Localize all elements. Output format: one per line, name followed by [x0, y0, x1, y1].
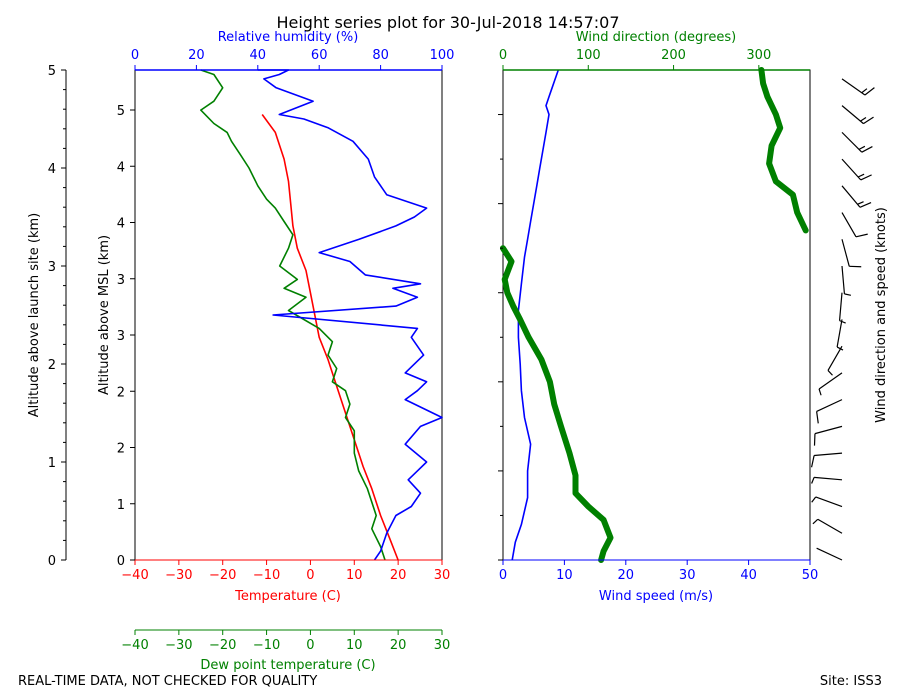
temperature-axis-tick-label: 20: [390, 568, 407, 583]
wind-series-lines: [500, 67, 809, 563]
wind-barb: [841, 158, 872, 181]
wind-barb: [813, 425, 843, 446]
altitude-launch-tick-label: 2: [48, 358, 56, 373]
temperature-axis-tick-label: 30: [434, 568, 451, 583]
wind-direction-line: [758, 67, 809, 234]
wind-speed-line: [511, 69, 560, 561]
wind-direction-tick-label: 200: [661, 48, 686, 63]
wind-barb: [811, 496, 843, 508]
temperature-axis-tick-label: −30: [165, 568, 192, 583]
wind-barb: [841, 78, 875, 96]
altitude-launch-tick-label: 5: [48, 64, 56, 79]
temperature-axis-tick-label: −40: [121, 568, 148, 583]
wind-speed-axis-tick-label: 20: [618, 568, 635, 583]
wind-barb: [816, 399, 843, 424]
temperature-axis-tick-label: 0: [306, 568, 314, 583]
y-inner-label: Altitude above MSL (km): [97, 235, 112, 395]
wind-barb: [841, 239, 862, 268]
wind-barb: [818, 372, 843, 396]
wind-barb: [838, 292, 846, 324]
y-left-label: Altitude above launch site (km): [27, 213, 42, 417]
dewpoint-axis-tick-label: 10: [346, 638, 363, 653]
wind-barb: [810, 452, 843, 468]
chart-title: Height series plot for 30-Jul-2018 14:57…: [276, 13, 619, 32]
altitude-msl-tick-label: 5: [117, 104, 125, 119]
wind-speed-axis-tick-label: 50: [802, 568, 819, 583]
site-label: Site: ISS3: [819, 674, 882, 689]
dewpoint-axis-tick-label: −40: [121, 638, 148, 653]
temperature-axis-tick-label: 10: [346, 568, 363, 583]
dewpoint-axis-tick-label: −10: [253, 638, 280, 653]
dew-point-line: [200, 69, 386, 561]
altitude-launch-tick-label: 1: [48, 456, 56, 471]
thermo-axes: −40 −30 −20 −10 0 10 20 30−40 −30 −20 −10 0 10 20 300 2…: [48, 48, 455, 653]
x-temperature-label: Temperature (C): [234, 589, 341, 604]
altitude-launch-tick-label: 3: [48, 260, 56, 275]
altitude-msl-tick-label: 0: [117, 554, 125, 569]
x-wind-speed-label: Wind speed (m/s): [599, 589, 713, 604]
thermo-plot-frame: [134, 69, 443, 561]
wind-barb: [812, 518, 843, 534]
x-wind-direction-label: Wind direction (degrees): [576, 30, 736, 45]
wind-speed-axis-tick-label: 10: [556, 568, 573, 583]
wind-barb: [841, 265, 852, 296]
wind-direction-tick-label: 300: [746, 48, 771, 63]
dewpoint-axis-tick-label: 0: [306, 638, 314, 653]
wind-barb: [827, 345, 843, 376]
wind-barb: [836, 319, 844, 351]
dewpoint-axis-tick-label: −30: [165, 638, 192, 653]
altitude-msl-tick-label: 2: [117, 385, 125, 400]
wind-barb: [841, 105, 874, 125]
wind-direction-tick-label: 0: [499, 48, 507, 63]
relative-humidity-line: [257, 69, 443, 561]
wind-plot-frame: [502, 69, 811, 561]
wind-speed-axis-tick-label: 40: [740, 568, 757, 583]
altitude-msl-tick-label: 1: [117, 498, 125, 513]
wind-speed-axis-tick-label: 30: [679, 568, 696, 583]
altitude-launch-tick-label: 0: [48, 554, 56, 569]
temperature-axis-tick-label: −10: [253, 568, 280, 583]
temperature-axis-tick-label: −20: [209, 568, 236, 583]
wind-barb: [841, 185, 872, 208]
humidity-axis-tick-label: 80: [372, 48, 389, 63]
dewpoint-axis-tick-label: 20: [390, 638, 407, 653]
altitude-msl-tick-label: 3: [117, 329, 125, 344]
altitude-msl-tick-label: 4: [117, 217, 125, 232]
x-humidity-label: Relative humidity (%): [218, 30, 359, 45]
y-barbs-label: Wind direction and speed (knots): [874, 207, 889, 423]
wind-barb: [841, 131, 873, 153]
wind-direction-line: [500, 245, 614, 563]
temperature-line: [261, 114, 399, 561]
humidity-axis-tick-label: 0: [131, 48, 139, 63]
humidity-axis-tick-label: 20: [188, 48, 205, 63]
x-dewpoint-label: Dew point temperature (C): [200, 658, 375, 673]
dewpoint-axis-tick-label: 30: [434, 638, 451, 653]
wind-barb: [811, 476, 843, 484]
wind-direction-tick-label: 100: [576, 48, 601, 63]
thermo-panel: −40 −30 −20 −10 0 10 20 30−40 −30 −20 −10 0 10 20 300 2…: [27, 30, 454, 673]
humidity-axis-tick-label: 60: [311, 48, 328, 63]
wind-barb: [841, 212, 868, 238]
wind-panel: 0 10 20 30 40 50 0 100 200 300 Wind speed (m/s) W…: [498, 30, 889, 604]
altitude-launch-tick-label: 4: [48, 162, 56, 177]
wind-barbs: [810, 78, 875, 561]
humidity-axis-tick-label: 100: [430, 48, 455, 63]
dewpoint-axis-tick-label: −20: [209, 638, 236, 653]
wind-speed-axis-tick-label: 0: [499, 568, 507, 583]
wind-barb: [816, 547, 843, 561]
altitude-msl-tick-label: 2: [117, 442, 125, 457]
wind-axes: 0 10 20 30 40 50 0 100 200 300: [498, 48, 818, 583]
altitude-msl-tick-label: 4: [117, 160, 125, 175]
quality-disclaimer: REAL-TIME DATA, NOT CHECKED FOR QUALITY: [18, 674, 318, 689]
thermo-series-lines: [200, 69, 443, 561]
humidity-axis-tick-label: 40: [250, 48, 267, 63]
altitude-msl-tick-label: 3: [117, 273, 125, 288]
